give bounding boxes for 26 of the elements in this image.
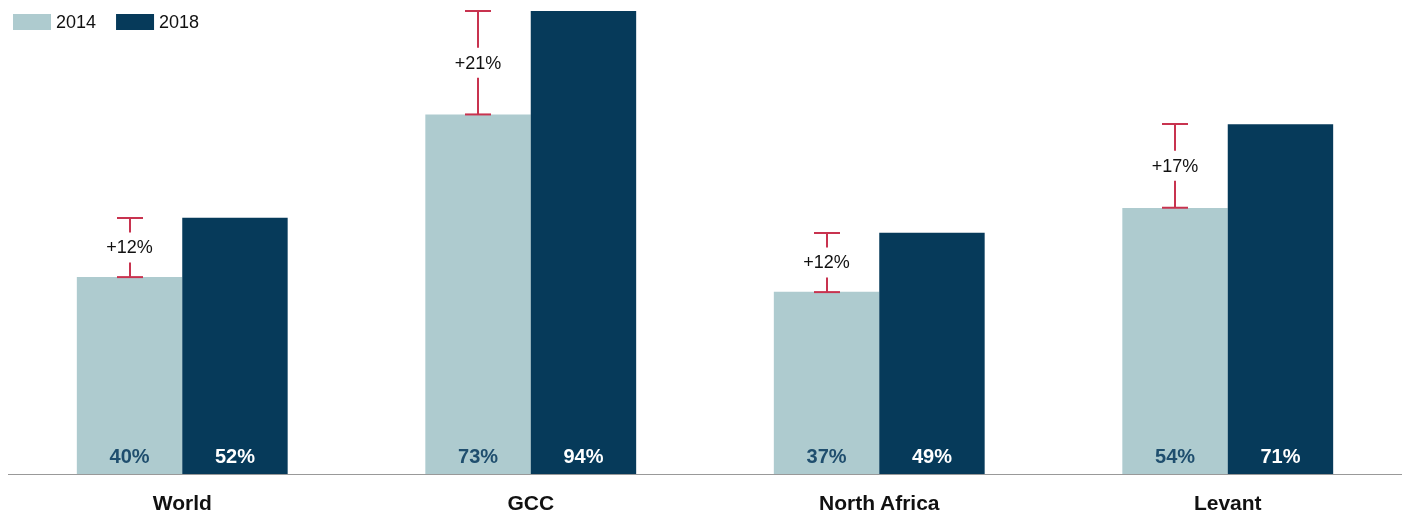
data-label: 37%: [806, 445, 847, 467]
data-label: 94%: [563, 445, 604, 467]
data-label: 71%: [1260, 445, 1301, 467]
bar: [773, 291, 880, 474]
annotation: +21%: [454, 52, 502, 73]
x-tick-label: Levant: [1193, 491, 1262, 514]
data-label: 40%: [109, 445, 150, 467]
annotation: +17%: [1151, 156, 1199, 177]
data-label: 52%: [214, 445, 256, 467]
annotation: +12%: [803, 252, 850, 273]
annotation: +12%: [106, 237, 153, 258]
bar: [530, 11, 637, 474]
data-label: 54%: [1155, 445, 1196, 467]
legend-label: 2014: [56, 12, 97, 32]
bar: [76, 276, 183, 474]
bar: [182, 217, 288, 474]
data-label: 49%: [911, 445, 953, 467]
data-label: 73%: [458, 445, 499, 467]
bar: [1227, 124, 1334, 474]
x-tick-label: World: [152, 491, 212, 514]
bar: [879, 232, 985, 474]
bar: [1122, 208, 1228, 474]
legend-label: 2018: [159, 12, 200, 32]
bar: [425, 114, 531, 474]
x-tick-label: North Africa: [818, 491, 940, 514]
x-tick-label: GCC: [507, 491, 555, 514]
